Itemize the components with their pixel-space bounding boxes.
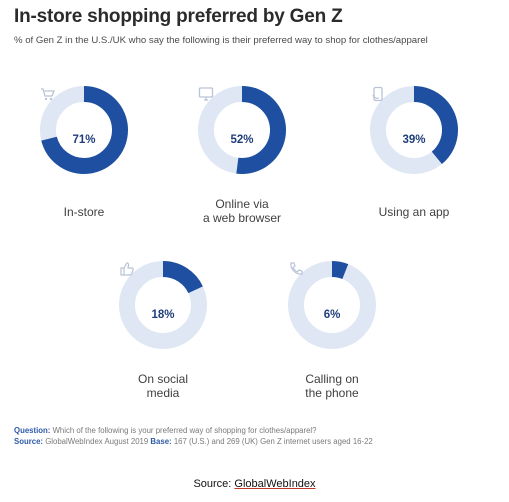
source-line: Source: GlobalWebIndex — [0, 478, 509, 490]
source-label: Source: — [14, 437, 44, 446]
label-line-2: a web browser — [202, 211, 282, 225]
label-text: Using an app — [378, 205, 450, 219]
label-line-2: the phone — [305, 386, 359, 400]
value-label: 39% — [402, 134, 426, 146]
label-line-1: Calling on — [305, 372, 359, 386]
category-label-in-store: In-store — [14, 205, 154, 219]
donut-in-store: 71% — [40, 86, 128, 174]
category-label-social-media: On social media — [93, 372, 233, 400]
value-label: 18% — [151, 309, 175, 321]
question-text: Which of the following is your preferred… — [52, 426, 317, 435]
donut-ring — [40, 86, 128, 174]
donut-arc-using-app — [370, 86, 458, 174]
label-text: In-store — [63, 205, 105, 219]
label-line-1: On social — [137, 372, 189, 386]
donut-ring — [198, 86, 286, 174]
donut-arc-in-store — [40, 86, 128, 174]
source-text: GlobalWebIndex August 2019 — [45, 437, 149, 446]
base-text: 167 (U.S.) and 269 (UK) Gen Z internet u… — [173, 437, 373, 446]
value-label: 6% — [323, 309, 341, 321]
value-label: 71% — [72, 134, 96, 146]
label-line-2: media — [146, 386, 180, 400]
chart-subtitle: % of Gen Z in the U.S./UK who say the fo… — [14, 35, 428, 46]
donut-using-app: 39% — [370, 86, 458, 174]
donut-arc-calling-phone — [288, 261, 376, 349]
value-label: 52% — [230, 134, 254, 146]
label-line-1: Online via — [215, 197, 269, 211]
footer-question: Question: Which of the following is your… — [14, 426, 317, 435]
base-label: Base: — [150, 437, 172, 446]
monitor-icon — [198, 87, 214, 101]
donut-track — [288, 261, 376, 349]
category-label-calling-phone: Calling on the phone — [262, 372, 402, 400]
donut-ring — [370, 86, 458, 174]
question-label: Question: — [14, 426, 51, 435]
donut-social-media: 18% — [119, 261, 207, 349]
source-prefix: Source: — [193, 478, 232, 490]
telephone-icon — [290, 262, 303, 275]
donut-ring — [119, 261, 207, 349]
phone-app-icon — [372, 86, 383, 102]
donut-arc-social-media — [119, 261, 207, 349]
donut-arc-online-browser — [198, 86, 286, 174]
thumbs-up-icon — [120, 262, 134, 276]
donut-calling-phone: 6% — [288, 261, 376, 349]
chart-title: In-store shopping preferred by Gen Z — [14, 6, 343, 27]
donut-ring — [288, 261, 376, 349]
category-label-using-app: Using an app — [344, 205, 484, 219]
category-label-online-browser: Online via a web browser — [172, 197, 312, 225]
donut-online-browser: 52% — [198, 86, 286, 174]
footer-source: Source: GlobalWebIndex August 2019 Base:… — [14, 437, 373, 446]
cart-icon — [41, 88, 55, 101]
source-link[interactable]: GlobalWebIndex — [234, 478, 316, 490]
